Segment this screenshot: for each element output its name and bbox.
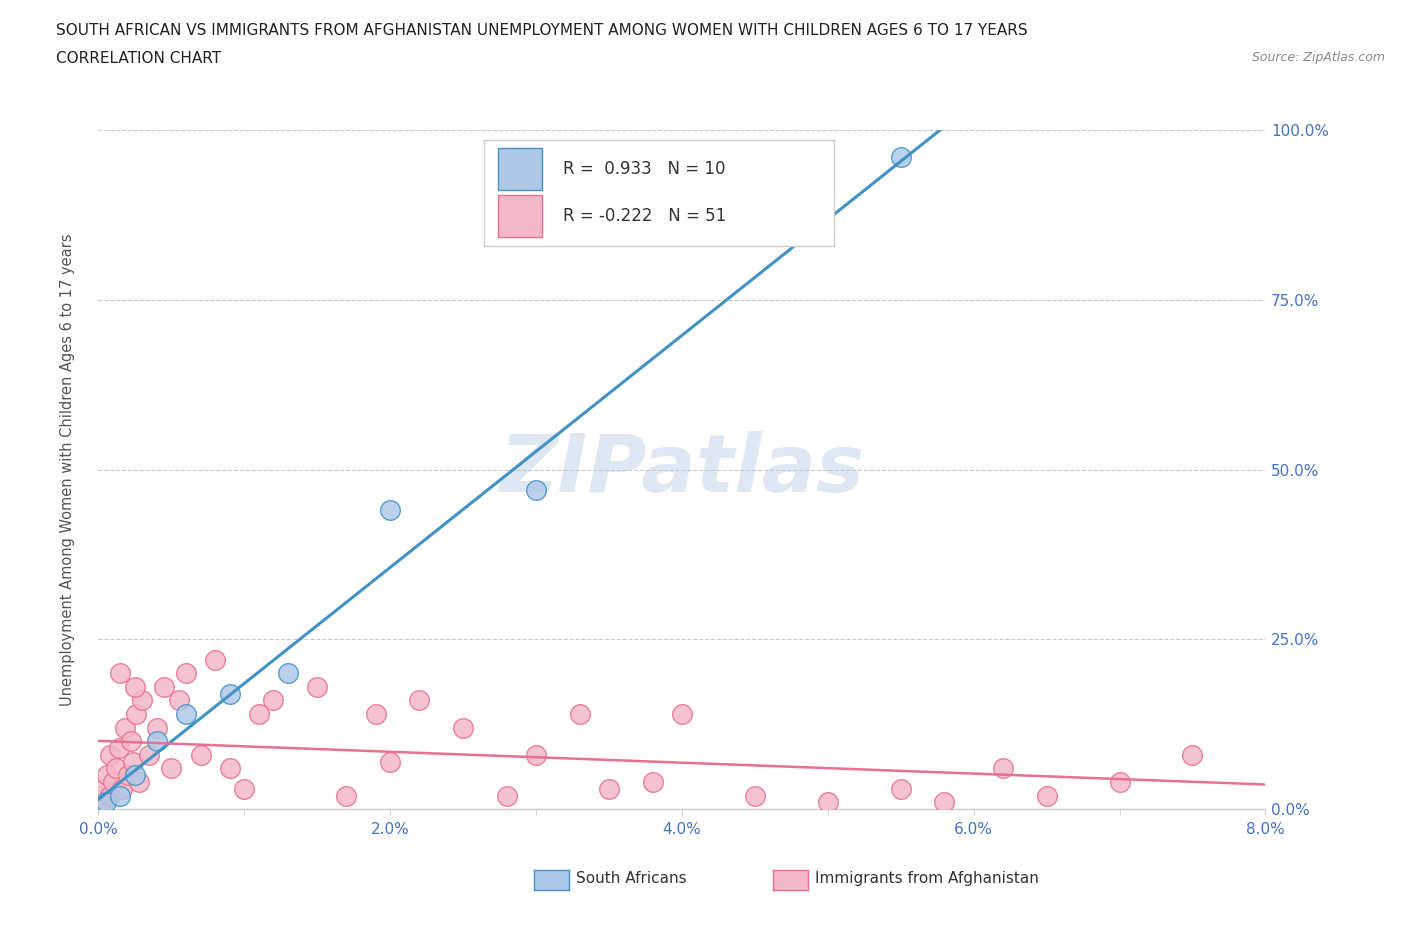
Point	[190, 748, 212, 763]
Point	[125, 707, 148, 722]
Point	[167, 693, 190, 708]
Point	[153, 680, 176, 695]
Point	[1035, 788, 1057, 803]
Point	[124, 768, 146, 783]
Point	[87, 788, 110, 803]
FancyBboxPatch shape	[498, 195, 541, 237]
Point	[204, 652, 226, 667]
Point	[233, 781, 256, 796]
Point	[98, 748, 121, 763]
Text: ZIPatlas: ZIPatlas	[499, 431, 865, 509]
Point	[1181, 748, 1204, 763]
Point	[451, 720, 474, 735]
Point	[744, 788, 766, 803]
Point	[277, 666, 299, 681]
Point	[524, 748, 547, 763]
Point	[124, 680, 146, 695]
Text: R = -0.222   N = 51: R = -0.222 N = 51	[562, 207, 725, 225]
Point	[641, 775, 664, 790]
Point	[378, 754, 402, 769]
Point	[174, 707, 197, 722]
Point	[307, 680, 329, 695]
Text: SOUTH AFRICAN VS IMMIGRANTS FROM AFGHANISTAN UNEMPLOYMENT AMONG WOMEN WITH CHILD: SOUTH AFRICAN VS IMMIGRANTS FROM AFGHANI…	[56, 23, 1028, 38]
Text: R =  0.933   N = 10: R = 0.933 N = 10	[562, 160, 725, 178]
Point	[817, 795, 839, 810]
Point	[262, 693, 284, 708]
FancyBboxPatch shape	[484, 140, 834, 246]
Point	[93, 781, 115, 796]
Point	[146, 720, 169, 735]
Text: South Africans: South Africans	[576, 871, 688, 886]
Point	[110, 666, 132, 681]
Point	[108, 740, 131, 755]
Point	[94, 795, 117, 810]
Point	[104, 761, 127, 776]
Point	[117, 768, 139, 783]
Text: Immigrants from Afghanistan: Immigrants from Afghanistan	[815, 871, 1039, 886]
Point	[934, 795, 956, 810]
Point	[218, 761, 240, 776]
Point	[146, 734, 169, 749]
Point	[120, 734, 142, 749]
Point	[247, 707, 270, 722]
Point	[495, 788, 517, 803]
Point	[110, 788, 132, 803]
Point	[96, 768, 118, 783]
Point	[98, 788, 121, 803]
Point	[131, 693, 153, 708]
Point	[671, 707, 693, 722]
Point	[114, 720, 136, 735]
Text: Source: ZipAtlas.com: Source: ZipAtlas.com	[1251, 51, 1385, 64]
Point	[335, 788, 357, 803]
Point	[524, 483, 547, 498]
Point	[890, 150, 912, 165]
FancyBboxPatch shape	[498, 148, 541, 190]
Point	[122, 754, 145, 769]
Point	[991, 761, 1014, 776]
Point	[218, 686, 240, 701]
Point	[111, 781, 134, 796]
Point	[90, 795, 112, 810]
Point	[101, 775, 124, 790]
Point	[138, 748, 160, 763]
Point	[160, 761, 183, 776]
Point	[890, 781, 912, 796]
Point	[568, 707, 591, 722]
Point	[598, 781, 620, 796]
Point	[408, 693, 430, 708]
Point	[174, 666, 197, 681]
Point	[378, 503, 402, 518]
Y-axis label: Unemployment Among Women with Children Ages 6 to 17 years: Unemployment Among Women with Children A…	[60, 233, 75, 706]
Point	[364, 707, 387, 722]
Point	[128, 775, 150, 790]
Text: CORRELATION CHART: CORRELATION CHART	[56, 51, 221, 66]
Point	[1108, 775, 1130, 790]
